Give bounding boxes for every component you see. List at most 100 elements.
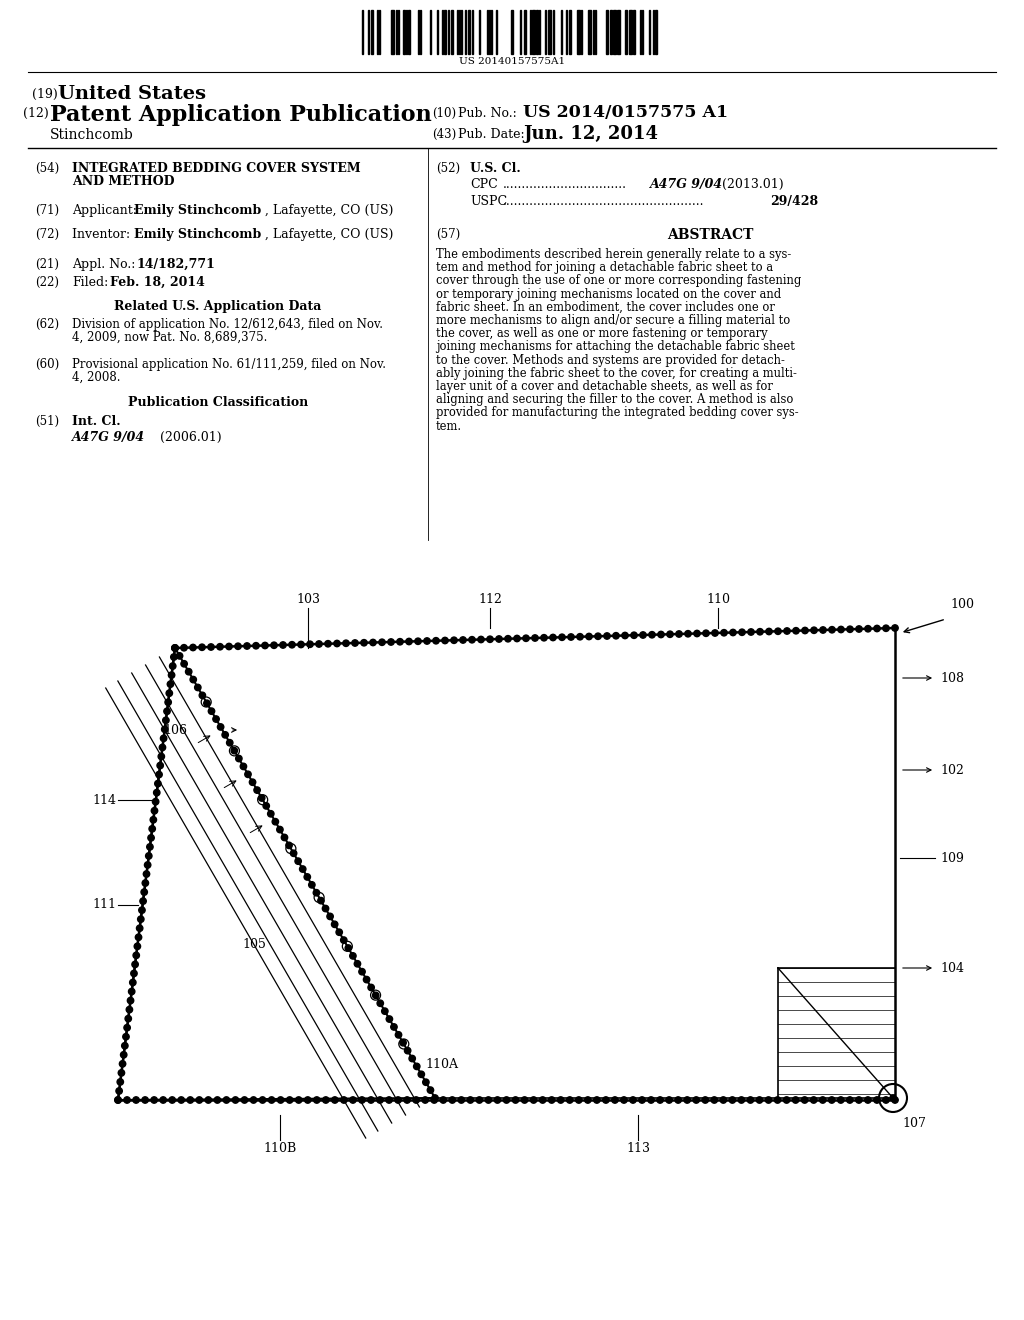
Point [325,941,341,962]
Point [250,1001,266,1022]
Circle shape [176,652,182,659]
Point [275,962,292,983]
Bar [408,11,410,54]
Point [281,990,297,1011]
Point [209,990,225,1011]
Point [281,978,297,999]
Point [332,970,348,991]
Circle shape [838,1097,844,1104]
Circle shape [345,945,351,952]
Circle shape [128,989,135,995]
Point [313,909,330,931]
Point [206,837,222,858]
Point [225,1011,242,1032]
Circle shape [259,1097,266,1104]
Point [269,898,286,919]
Point [218,880,234,902]
Circle shape [341,937,347,944]
Point [182,1073,199,1094]
Circle shape [136,925,143,932]
Text: 29/428: 29/428 [770,195,818,209]
Bar [371,11,373,54]
Point [214,1065,230,1086]
Point [287,1039,303,1060]
Point [276,847,293,869]
Point [215,764,231,785]
Circle shape [178,1097,184,1104]
Point [275,1003,292,1024]
Circle shape [458,1097,465,1104]
Point [291,873,307,894]
Text: 105: 105 [242,939,266,952]
Point [214,754,230,775]
Point [187,866,204,887]
Point [291,878,307,899]
Point [262,1045,279,1067]
Point [251,847,267,869]
Point [256,873,272,894]
Point [221,808,238,829]
Point [336,939,352,960]
Circle shape [232,1097,239,1104]
Point [244,1036,260,1057]
Point [265,891,282,912]
Point [293,869,309,890]
Text: Jun. 12, 2014: Jun. 12, 2014 [523,125,658,143]
Polygon shape [118,648,435,1100]
Text: 112: 112 [478,593,502,606]
Circle shape [236,755,242,762]
Circle shape [323,1097,329,1104]
Point [310,1045,327,1067]
Point [247,933,263,954]
Point [371,1074,387,1096]
Text: (2006.01): (2006.01) [160,432,221,444]
Circle shape [204,700,210,706]
Point [175,694,191,715]
Point [242,1012,258,1034]
Circle shape [127,998,134,1003]
Point [202,847,218,869]
Point [257,841,273,862]
Point [236,759,252,780]
Point [221,853,238,874]
Circle shape [559,634,565,640]
Point [214,1085,230,1106]
Point [179,873,196,894]
Circle shape [639,1097,645,1104]
Circle shape [395,1097,401,1104]
Point [290,956,306,977]
Point [274,837,291,858]
Point [255,962,271,983]
Point [174,1069,190,1090]
Point [236,896,252,917]
Point [276,883,293,904]
Point [236,974,252,995]
Point [244,936,260,957]
Point [292,927,308,948]
Circle shape [137,916,144,923]
Point [167,1028,183,1049]
Text: 110A: 110A [425,1059,458,1072]
Point [181,729,198,750]
Point [296,869,312,890]
Circle shape [811,627,817,634]
Point [207,892,223,913]
Point [196,715,212,737]
Text: to the cover. Methods and systems are provided for detach-: to the cover. Methods and systems are pr… [436,354,784,367]
Point [244,965,260,986]
Point [233,907,250,928]
Point [210,933,226,954]
Circle shape [189,644,197,651]
Point [390,1064,407,1085]
Circle shape [272,818,279,825]
Point [202,950,218,972]
Point [255,973,271,994]
Point [294,968,310,989]
Point [187,1027,204,1048]
Point [396,1074,413,1096]
Point [313,1076,330,1097]
Point [269,826,286,847]
Circle shape [694,630,700,636]
Point [226,1052,243,1073]
Circle shape [441,638,449,644]
